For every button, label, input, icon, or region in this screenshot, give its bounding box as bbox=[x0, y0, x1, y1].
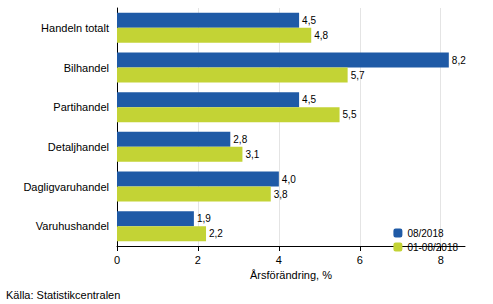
svg-text:01-08/2018: 01-08/2018 bbox=[407, 242, 458, 253]
svg-text:2,2: 2,2 bbox=[209, 228, 223, 239]
svg-text:4,5: 4,5 bbox=[302, 15, 316, 26]
svg-text:1,9: 1,9 bbox=[197, 213, 211, 224]
svg-text:4,5: 4,5 bbox=[302, 94, 316, 105]
svg-text:Partihandel: Partihandel bbox=[53, 101, 109, 113]
svg-text:6: 6 bbox=[357, 254, 363, 266]
svg-text:Bilhandel: Bilhandel bbox=[64, 62, 109, 74]
svg-text:8: 8 bbox=[438, 254, 444, 266]
svg-text:Dagligvaruhandel: Dagligvaruhandel bbox=[23, 181, 109, 193]
svg-text:Varuhushandel: Varuhushandel bbox=[36, 220, 109, 232]
svg-text:Källa: Statistikcentralen: Källa: Statistikcentralen bbox=[6, 289, 120, 301]
svg-text:3,1: 3,1 bbox=[245, 149, 259, 160]
svg-text:2,8: 2,8 bbox=[233, 134, 247, 145]
svg-text:3,8: 3,8 bbox=[274, 189, 288, 200]
svg-text:4: 4 bbox=[276, 254, 282, 266]
svg-text:5,5: 5,5 bbox=[343, 109, 357, 120]
svg-text:Handeln totalt: Handeln totalt bbox=[41, 22, 109, 34]
svg-text:Årsförändring, %: Årsförändring, % bbox=[250, 269, 332, 281]
svg-text:Detaljhandel: Detaljhandel bbox=[48, 141, 109, 153]
svg-text:4,0: 4,0 bbox=[282, 174, 296, 185]
svg-text:8,2: 8,2 bbox=[452, 55, 466, 66]
svg-text:4,8: 4,8 bbox=[314, 30, 328, 41]
svg-text:2: 2 bbox=[195, 254, 201, 266]
svg-text:08/2018: 08/2018 bbox=[407, 228, 444, 239]
svg-text:0: 0 bbox=[114, 254, 120, 266]
svg-text:5,7: 5,7 bbox=[351, 70, 365, 81]
